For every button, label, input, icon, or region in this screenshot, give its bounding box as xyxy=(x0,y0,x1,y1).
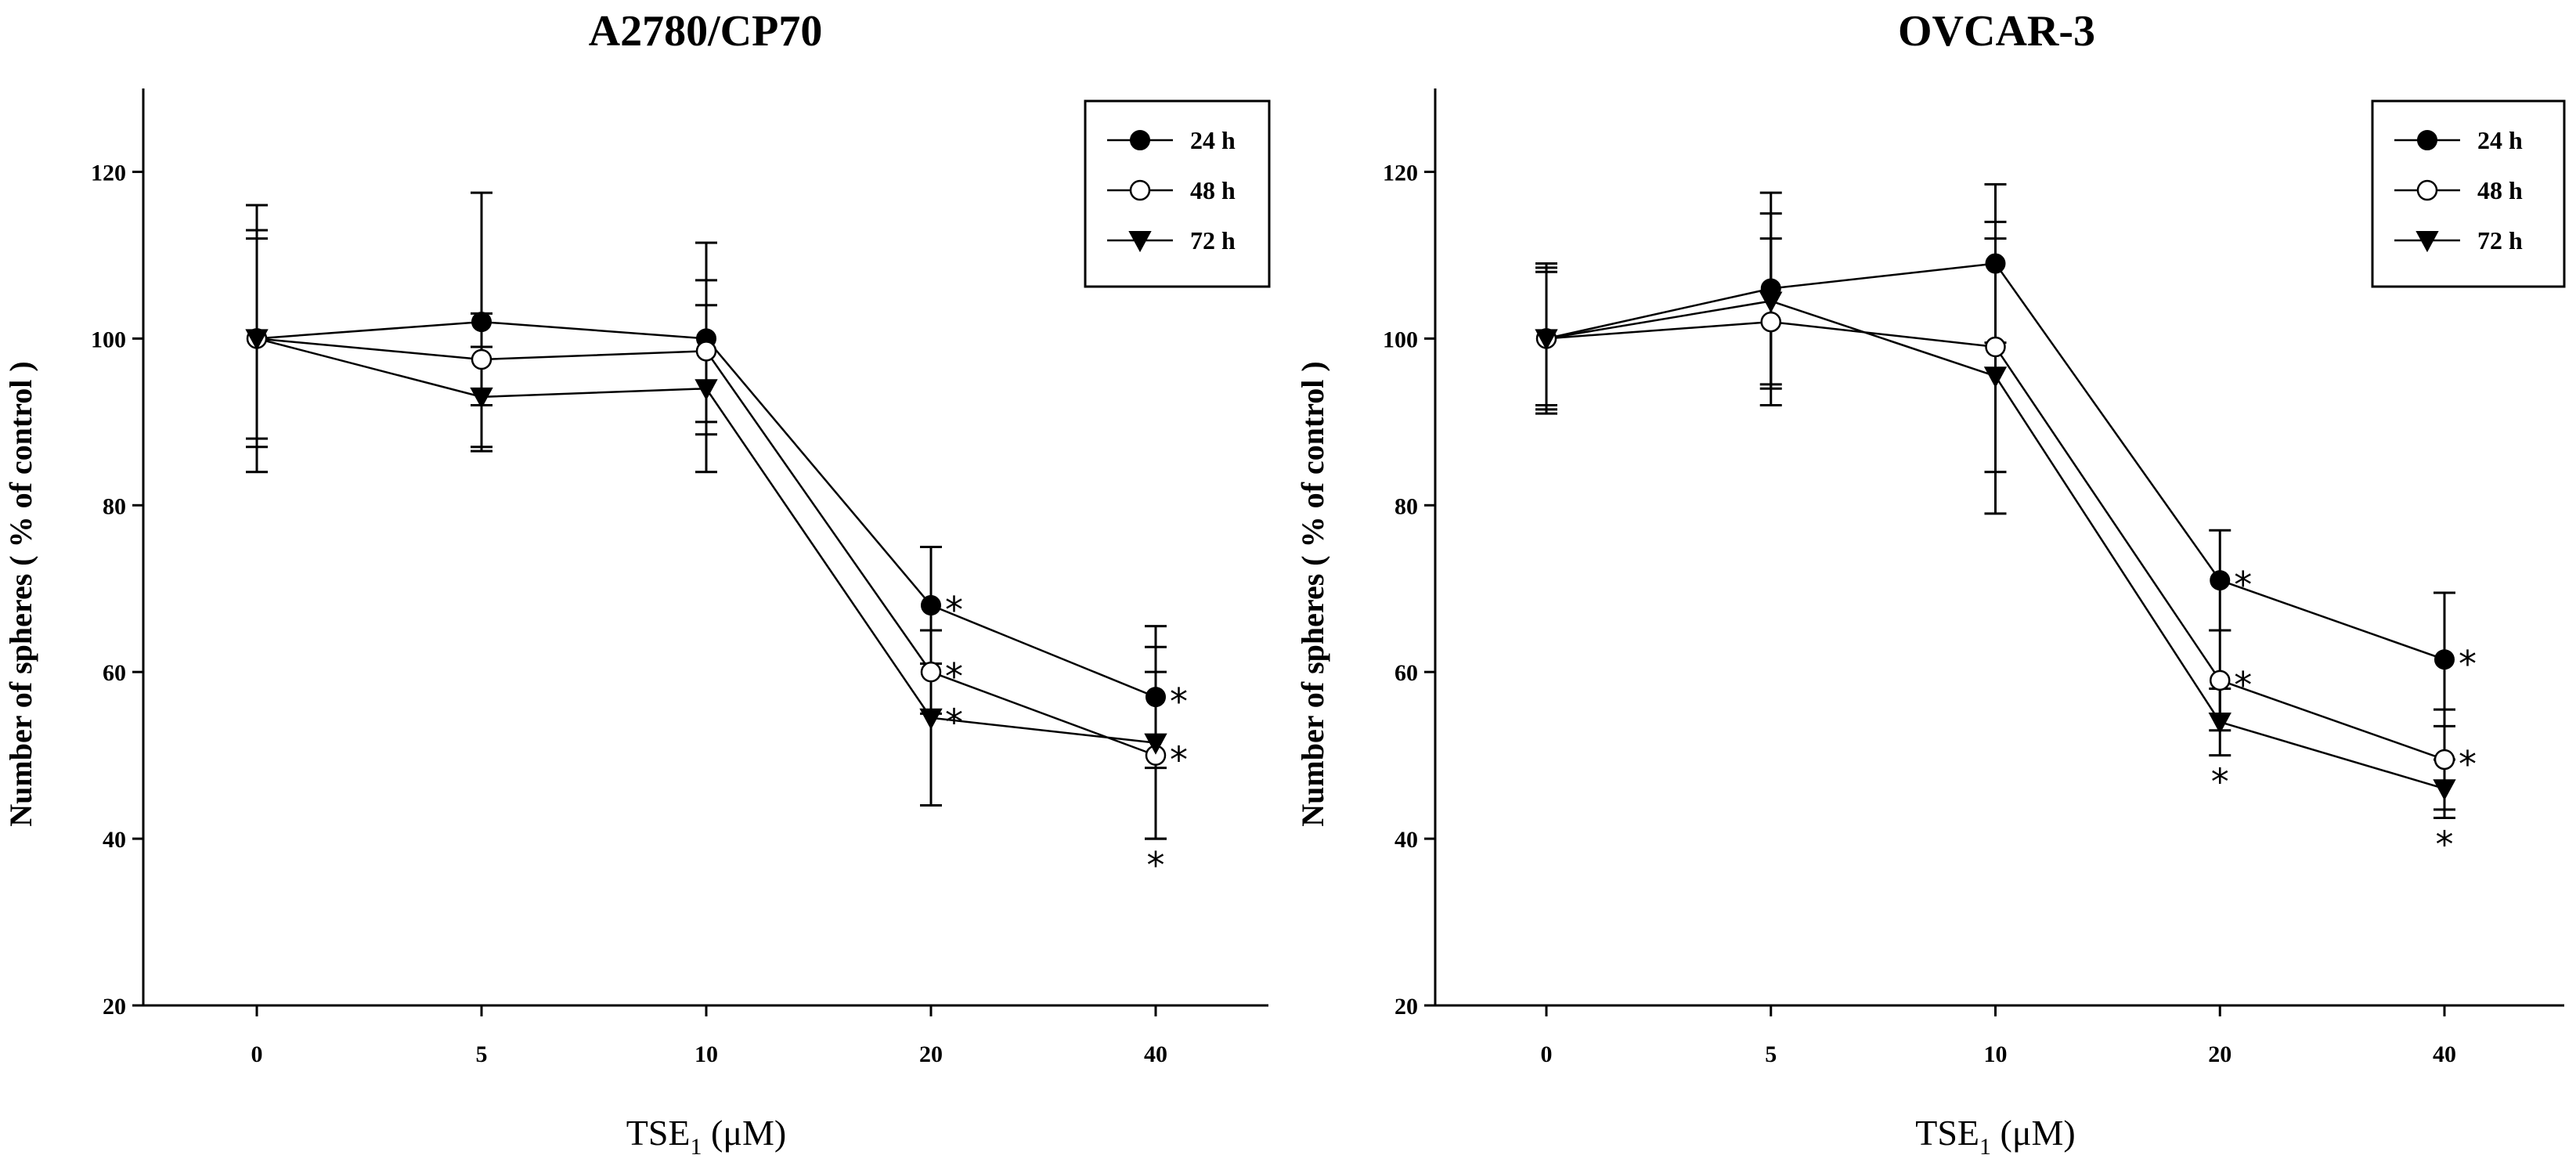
x-tick-label: 40 xyxy=(2433,1041,2456,1067)
x-axis-label: TSE1 (μM) xyxy=(626,1113,786,1160)
x-tick-label: 0 xyxy=(1541,1041,1553,1067)
legend-marker xyxy=(2417,130,2437,150)
data-point xyxy=(1983,366,2008,388)
legend-label: 72 h xyxy=(2477,226,2523,254)
data-point xyxy=(2433,779,2456,801)
data-point xyxy=(695,379,718,401)
x-axis-label-subscript: 1 xyxy=(691,1134,702,1160)
legend-box xyxy=(1084,99,1271,288)
legend-label: 72 h xyxy=(1190,226,1236,254)
legend-label: 24 h xyxy=(2477,126,2523,154)
x-tick-label: 0 xyxy=(251,1041,263,1067)
y-tick-label: 40 xyxy=(1394,827,1418,853)
legend-marker xyxy=(1130,130,1150,150)
significance-star: * xyxy=(2459,743,2477,785)
y-axis-label: Number of spheres ( % of control ) xyxy=(3,361,38,826)
significance-star: * xyxy=(1170,739,1188,781)
x-axis-label-subscript: 1 xyxy=(1979,1134,1991,1160)
data-point xyxy=(2434,649,2455,670)
significance-star: * xyxy=(1170,680,1188,723)
data-point xyxy=(1985,336,2006,358)
y-tick-label: 120 xyxy=(91,160,126,186)
data-point xyxy=(1760,311,1781,333)
data-point xyxy=(1759,291,1783,313)
data-point xyxy=(921,595,941,616)
legend-label: 48 h xyxy=(1190,176,1236,204)
data-point xyxy=(920,661,942,683)
data-point xyxy=(919,708,943,730)
significance-star: * xyxy=(945,655,963,698)
data-point xyxy=(1535,329,1558,351)
y-tick-label: 80 xyxy=(1394,493,1418,519)
chart-title: OVCAR-3 xyxy=(1898,7,2095,56)
legend-marker xyxy=(1129,179,1151,201)
data-point xyxy=(1985,253,2006,274)
x-tick-label: 40 xyxy=(1144,1041,1167,1067)
chart-panel-2: OVCAR-3 20 40 60 80 100 120 0 5 10 20 40 Number of s… xyxy=(1295,7,2566,1160)
significance-star: * xyxy=(2234,664,2252,706)
x-tick-label: 10 xyxy=(1984,1041,2008,1067)
x-axis-label: TSE1 (μM) xyxy=(1915,1113,2075,1160)
significance-star: * xyxy=(2436,823,2454,865)
significance-star: * xyxy=(2211,761,2229,803)
legend-marker xyxy=(2415,231,2439,253)
y-tick-label: 20 xyxy=(103,994,126,1020)
chart-title: A2780/CP70 xyxy=(589,7,823,56)
x-tick-label: 10 xyxy=(695,1041,718,1067)
legend-box xyxy=(2371,99,2566,288)
legend-label: 48 h xyxy=(2477,176,2523,204)
y-tick-label: 100 xyxy=(1383,327,1418,352)
data-point xyxy=(695,341,717,362)
x-tick-label: 20 xyxy=(2208,1041,2231,1067)
data-point xyxy=(471,312,492,333)
y-tick-label: 120 xyxy=(1383,160,1418,186)
data-point xyxy=(2210,570,2231,591)
data-point xyxy=(471,348,492,370)
legend: 24 h 48 h 72 h xyxy=(1084,99,1271,288)
y-tick-label: 60 xyxy=(103,660,126,686)
significance-star: * xyxy=(945,702,963,744)
x-tick-label: 5 xyxy=(476,1041,488,1067)
y-tick-label: 80 xyxy=(103,493,126,519)
data-point xyxy=(2433,749,2455,771)
data-point xyxy=(245,329,269,351)
chart-panel-1: A2780/CP70 20 40 60 80 100 120 0 5 10 20 40 Number o… xyxy=(3,7,1271,1160)
data-point xyxy=(2208,713,2231,734)
data-point xyxy=(1144,733,1167,755)
y-tick-label: 100 xyxy=(91,327,126,352)
x-axis-label-unit: (μM) xyxy=(702,1113,787,1153)
x-tick-label: 20 xyxy=(919,1041,943,1067)
y-tick-label: 20 xyxy=(1394,994,1418,1020)
data-point xyxy=(2210,670,2231,691)
legend: 24 h 48 h 72 h xyxy=(2371,99,2566,288)
significance-star: * xyxy=(1147,844,1165,886)
significance-star: * xyxy=(2459,643,2477,685)
x-axis-label-main: TSE xyxy=(626,1113,691,1153)
data-point xyxy=(1145,687,1166,708)
significance-star: * xyxy=(2234,564,2252,606)
legend-label: 24 h xyxy=(1190,126,1236,154)
significance-star: * xyxy=(945,589,963,631)
data-point xyxy=(470,387,493,409)
y-tick-label: 60 xyxy=(1394,660,1418,686)
x-axis-label-unit: (μM) xyxy=(1991,1113,2076,1153)
legend-marker xyxy=(1128,231,1152,253)
y-axis-label: Number of spheres ( % of control ) xyxy=(1295,361,1330,826)
legend-marker xyxy=(2416,179,2438,201)
x-tick-label: 5 xyxy=(1765,1041,1777,1067)
x-axis-label-main: TSE xyxy=(1915,1113,1979,1153)
y-tick-label: 40 xyxy=(103,827,126,853)
